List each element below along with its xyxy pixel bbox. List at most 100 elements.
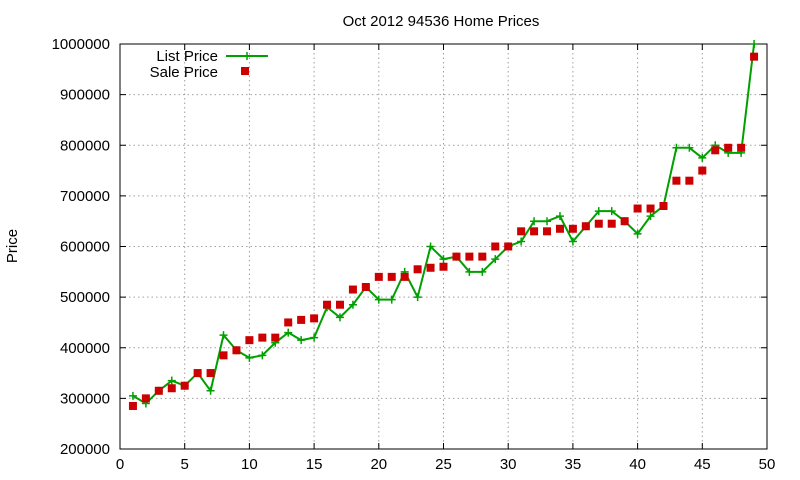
sale-price-point — [439, 262, 448, 271]
list-price-point — [413, 293, 422, 302]
list-price-point — [530, 217, 539, 226]
sale-price-point — [452, 252, 461, 261]
sale-price-point — [128, 401, 137, 410]
list-price-point — [128, 391, 137, 400]
legend-marker-sale-price — [241, 67, 249, 75]
sale-price-point — [737, 143, 746, 152]
list-price-point — [310, 333, 319, 342]
sale-price-point — [478, 252, 487, 261]
sale-price-point — [180, 381, 189, 390]
list-price-point — [219, 331, 228, 340]
list-price-point — [258, 351, 267, 360]
sale-price-point — [426, 263, 435, 272]
sale-price-point — [413, 265, 422, 274]
sale-price-point — [633, 204, 642, 213]
legend-plus-icon — [243, 52, 251, 60]
sale-price-point — [258, 333, 267, 342]
legend: List Price Sale Price — [150, 48, 268, 81]
y-axis-label: Price — [4, 229, 21, 263]
sale-price-point — [685, 176, 694, 185]
y-tick-label: 600000 — [60, 239, 110, 256]
sale-price-point — [607, 219, 616, 228]
list-price-point — [245, 353, 254, 362]
list-price-point — [478, 267, 487, 276]
sale-price-point — [219, 351, 228, 360]
legend-marker-list-price — [243, 52, 251, 60]
list-price-point — [167, 376, 176, 385]
sale-price-point — [374, 272, 383, 281]
sale-price-point — [698, 166, 707, 175]
sale-price-point — [646, 204, 655, 213]
series-layer — [128, 40, 759, 410]
sale-price-point — [491, 242, 500, 251]
sale-price-point — [504, 242, 513, 251]
list-price-point — [439, 255, 448, 264]
sale-price-point — [530, 227, 539, 236]
sale-price-point — [335, 300, 344, 309]
list-price-point — [348, 300, 357, 309]
y-tick-label: 700000 — [60, 188, 110, 205]
x-tick-label: 40 — [629, 456, 646, 473]
sale-price-point — [348, 285, 357, 294]
list-price-point — [284, 328, 293, 337]
sale-price-point — [620, 217, 629, 226]
sale-price-point — [543, 227, 552, 236]
sale-price-point — [711, 146, 720, 155]
sale-price-point — [310, 314, 319, 323]
legend-label-sale-price: Sale Price — [150, 64, 218, 81]
sale-price-point — [581, 222, 590, 231]
list-price-point — [685, 143, 694, 152]
sale-price-point — [284, 318, 293, 327]
list-price-point — [491, 255, 500, 264]
list-price-point — [517, 237, 526, 246]
list-price-point — [568, 237, 577, 246]
list-price-point — [607, 207, 616, 216]
list-price-point — [672, 143, 681, 152]
sale-price-point — [141, 394, 150, 403]
x-tick-label: 30 — [500, 456, 517, 473]
x-tick-label: 25 — [435, 456, 452, 473]
y-tick-label: 800000 — [60, 137, 110, 154]
sale-price-point — [750, 52, 759, 61]
sale-price-point — [154, 386, 163, 395]
list-price-point — [633, 229, 642, 238]
list-price-point — [698, 153, 707, 162]
sale-price-point — [555, 224, 564, 233]
sale-price-point — [672, 176, 681, 185]
y-tick-label: 900000 — [60, 87, 110, 104]
sale-price-point — [193, 369, 202, 378]
sale-price-point — [659, 202, 668, 210]
x-tick-label: 5 — [181, 456, 189, 473]
y-tick-label: 400000 — [60, 340, 110, 357]
y-tick-label: 300000 — [60, 390, 110, 407]
sale-price-point — [245, 336, 254, 345]
sale-price-point — [517, 227, 526, 236]
grid-layer — [120, 44, 767, 449]
list-price-point — [594, 207, 603, 216]
x-tick-label: 45 — [694, 456, 711, 473]
x-tick-label: 50 — [759, 456, 776, 473]
y-tick-label: 1000000 — [52, 36, 110, 53]
sale-price-point — [594, 219, 603, 228]
list-price-point — [426, 242, 435, 251]
sale-price-point — [387, 272, 396, 281]
x-tick-label: 0 — [116, 456, 124, 473]
sale-price-point — [400, 272, 409, 281]
sale-price-point — [167, 384, 176, 393]
x-tick-label: 20 — [370, 456, 387, 473]
ticks-layer: 0 5 10 15 20 25 30 35 40 45 50 200000 300000 400000 50… — [52, 36, 776, 473]
legend-label-list-price: List Price — [156, 48, 218, 65]
y-tick-label: 500000 — [60, 289, 110, 306]
list-price-line — [132, 43, 756, 405]
x-tick-label: 15 — [306, 456, 323, 473]
list-price-point — [374, 295, 383, 304]
list-price-point — [646, 212, 655, 221]
sale-price-point — [232, 346, 241, 355]
list-price-point — [335, 313, 344, 322]
list-price-point — [543, 217, 552, 226]
sale-price-point — [724, 143, 733, 152]
chart-title: Oct 2012 94536 Home Prices — [343, 13, 540, 30]
sale-price-point — [568, 224, 577, 233]
list-price-point — [750, 40, 759, 48]
